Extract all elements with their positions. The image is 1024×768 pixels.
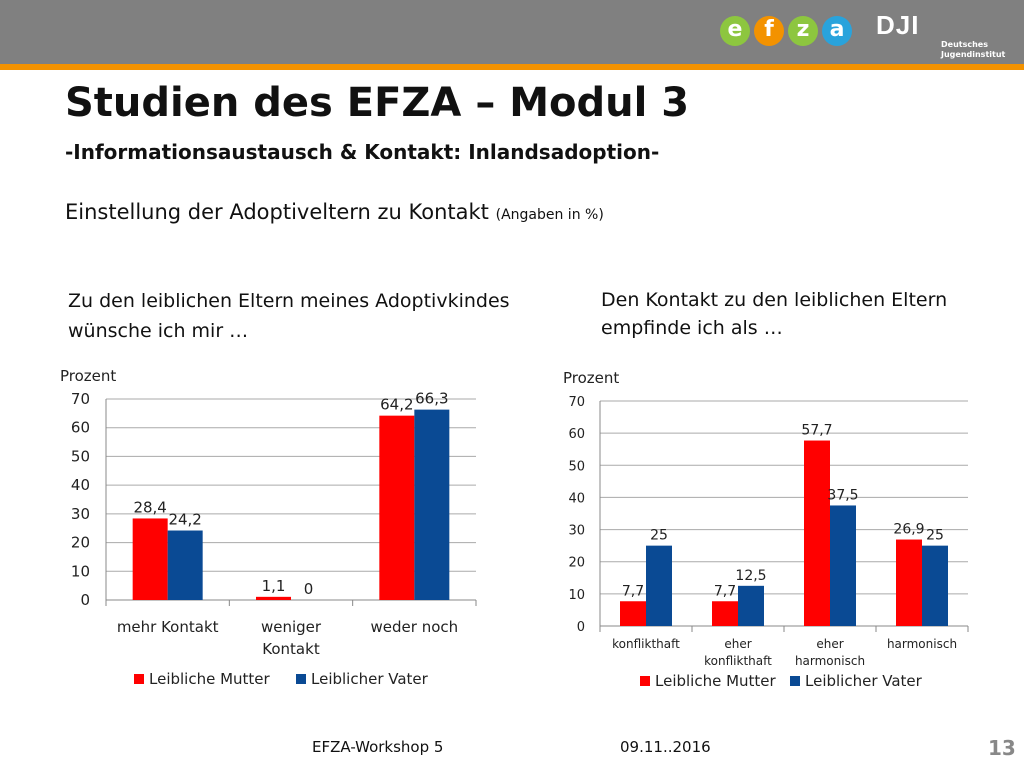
y-tick-label: 10 bbox=[71, 562, 90, 580]
y-tick-label: 60 bbox=[568, 427, 585, 442]
efza-logo-letter-e: e bbox=[720, 16, 750, 46]
legend-swatch bbox=[640, 676, 650, 686]
efza-logo-letter-z: z bbox=[788, 16, 818, 46]
y-tick-label: 0 bbox=[577, 620, 585, 635]
legend-label: Leibliche Mutter bbox=[655, 672, 777, 690]
data-label: 57,7 bbox=[801, 423, 832, 439]
y-tick-label: 40 bbox=[71, 476, 90, 494]
slide-subtitle: -Informationsaustausch & Kontakt: Inland… bbox=[65, 140, 660, 164]
legend-label: Leiblicher Vater bbox=[805, 672, 923, 690]
bar bbox=[132, 518, 168, 600]
x-category-label: Kontakt bbox=[262, 640, 320, 658]
section-heading: Einstellung der Adoptiveltern zu Kontakt… bbox=[65, 200, 604, 224]
footer-event: EFZA-Workshop 5 bbox=[312, 738, 444, 756]
bar bbox=[830, 505, 856, 626]
data-label: 25 bbox=[650, 528, 668, 544]
data-label: 12,5 bbox=[735, 568, 766, 584]
y-tick-label: 60 bbox=[71, 419, 90, 437]
y-tick-label: 30 bbox=[568, 524, 585, 539]
data-label: 0 bbox=[304, 580, 314, 598]
y-tick-label: 20 bbox=[71, 534, 90, 552]
legend-label: Leibliche Mutter bbox=[149, 670, 271, 688]
data-label: 28,4 bbox=[133, 498, 166, 516]
section-heading-text: Einstellung der Adoptiveltern zu Kontakt bbox=[65, 200, 489, 224]
legend-swatch bbox=[296, 674, 306, 684]
slide-title: Studien des EFZA – Modul 3 bbox=[65, 80, 690, 126]
right-question-line2: empfinde ich als … bbox=[601, 317, 783, 339]
y-tick-label: 10 bbox=[568, 588, 585, 603]
right-question-line1: Den Kontakt zu den leiblichen Eltern bbox=[601, 289, 948, 311]
bar bbox=[646, 545, 672, 626]
dji-logo-mark: DJI bbox=[876, 10, 920, 40]
left-chart-svg: 0 10 20 30 40 50 60 70 Prozent mehr Kontakt 28,424… bbox=[60, 367, 477, 688]
y-tick-label: 50 bbox=[568, 459, 585, 474]
x-category-label: harmonisch bbox=[795, 654, 865, 668]
x-category-label: harmonisch bbox=[887, 637, 957, 651]
header-accent-line bbox=[0, 64, 1024, 70]
x-category-label: eher bbox=[724, 637, 751, 651]
dji-name-line2: Jugendinstitut bbox=[941, 50, 1006, 59]
bar bbox=[738, 585, 764, 626]
left-question: Zu den leiblichen Eltern meines Adoptivk… bbox=[68, 286, 510, 346]
efza-logo: e f z a bbox=[720, 16, 852, 46]
x-category-label: weder noch bbox=[371, 618, 459, 636]
bar bbox=[167, 530, 203, 600]
left-question-line1: Zu den leiblichen Eltern meines Adoptivk… bbox=[68, 290, 510, 312]
bar bbox=[922, 545, 948, 626]
y-tick-label: 20 bbox=[568, 556, 585, 571]
bar bbox=[712, 601, 738, 626]
data-label: 37,5 bbox=[827, 487, 858, 503]
bar bbox=[896, 539, 922, 626]
data-label: 64,2 bbox=[380, 396, 413, 414]
data-label: 7,7 bbox=[622, 583, 644, 599]
x-category-label: mehr Kontakt bbox=[117, 618, 219, 636]
data-label: 25 bbox=[926, 528, 944, 544]
x-category-label: weniger bbox=[261, 618, 322, 636]
bar bbox=[620, 601, 646, 626]
bar bbox=[804, 440, 830, 626]
left-chart: 0 10 20 30 40 50 60 70 Prozent mehr Kontakt 28,4 24… bbox=[0, 0, 520, 714]
legend-label: Leiblicher Vater bbox=[311, 670, 429, 688]
legend-swatch bbox=[790, 676, 800, 686]
y-tick-label: 50 bbox=[71, 447, 90, 465]
bar bbox=[256, 596, 291, 600]
right-chart-svg: 0 10 20 30 40 50 60 70 Prozent konflikthaft 7,7 25 e… bbox=[563, 369, 969, 690]
x-category-label: konflikthaft bbox=[612, 637, 680, 651]
efza-logo-letter-f: f bbox=[754, 16, 784, 46]
page-number: 13 bbox=[988, 736, 1016, 760]
y-axis-label: Prozent bbox=[563, 369, 619, 387]
left-question-line2: wünsche ich mir … bbox=[68, 320, 249, 342]
header-bar bbox=[0, 0, 1024, 64]
y-tick-label: 40 bbox=[568, 491, 585, 506]
x-category-label: konflikthaft bbox=[704, 654, 772, 668]
x-category-label: eher bbox=[816, 637, 843, 651]
data-label: 26,9 bbox=[893, 522, 924, 538]
y-tick-label: 70 bbox=[568, 395, 585, 410]
y-tick-label: 30 bbox=[71, 505, 90, 523]
data-label: 66,3 bbox=[415, 390, 448, 408]
bar bbox=[414, 409, 450, 600]
right-question: Den Kontakt zu den leiblichen Eltern emp… bbox=[601, 286, 947, 342]
data-label: 24,2 bbox=[168, 511, 201, 529]
y-tick-label: 70 bbox=[71, 390, 90, 408]
y-tick-label: 0 bbox=[80, 591, 90, 609]
efza-logo-letter-a: a bbox=[822, 16, 852, 46]
dji-name-line1: Deutsches bbox=[941, 40, 988, 49]
section-heading-note: (Angaben in %) bbox=[495, 207, 604, 223]
right-chart: 0 10 20 30 40 50 60 70 Prozent konflikthaft 7,7 25 e… bbox=[563, 369, 969, 690]
legend-swatch bbox=[134, 674, 144, 684]
footer-date: 09.11..2016 bbox=[620, 738, 711, 756]
data-label: 7,7 bbox=[714, 583, 736, 599]
dji-logo-text: Deutsches Jugendinstitut bbox=[941, 40, 1005, 60]
bar bbox=[379, 415, 415, 600]
y-axis-label: Prozent bbox=[60, 367, 116, 385]
data-label: 1,1 bbox=[262, 577, 286, 595]
